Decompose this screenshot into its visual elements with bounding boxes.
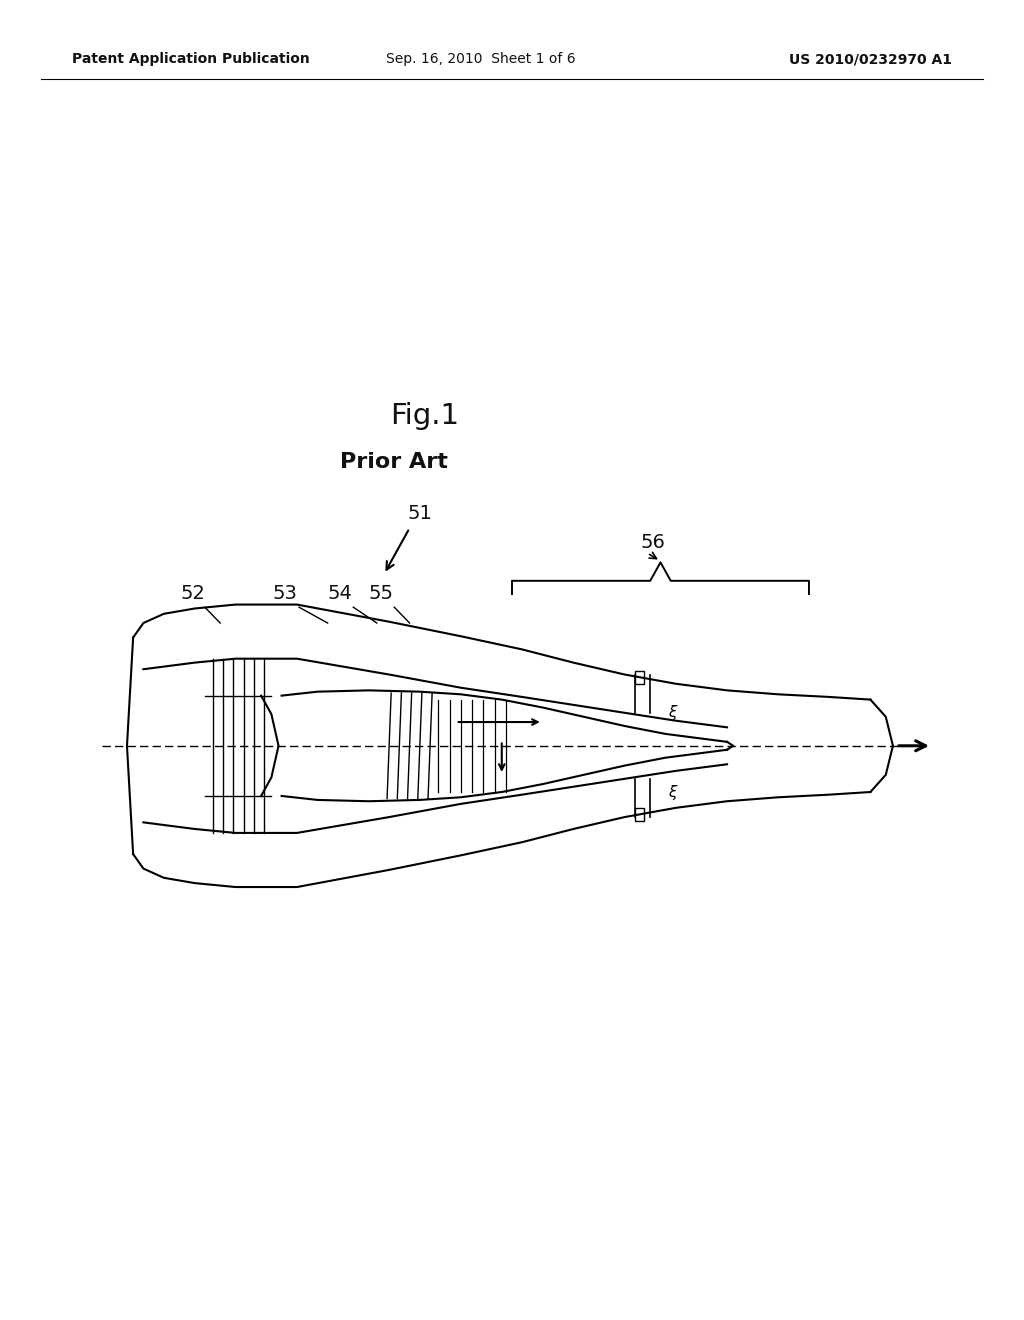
Text: Patent Application Publication: Patent Application Publication (72, 53, 309, 66)
Text: US 2010/0232970 A1: US 2010/0232970 A1 (790, 53, 952, 66)
Text: 55: 55 (369, 585, 393, 603)
Text: $\xi$: $\xi$ (669, 704, 679, 722)
Text: 51: 51 (408, 504, 432, 523)
Text: Fig.1: Fig.1 (390, 401, 460, 430)
Bar (635, 671, 644, 684)
Text: 52: 52 (180, 585, 205, 603)
Text: Prior Art: Prior Art (340, 451, 449, 473)
Text: 54: 54 (328, 585, 352, 603)
Text: 53: 53 (272, 585, 297, 603)
Text: Sep. 16, 2010  Sheet 1 of 6: Sep. 16, 2010 Sheet 1 of 6 (386, 53, 577, 66)
Bar (635, 808, 644, 821)
Text: $\xi$: $\xi$ (669, 783, 679, 801)
Text: 56: 56 (641, 533, 666, 552)
